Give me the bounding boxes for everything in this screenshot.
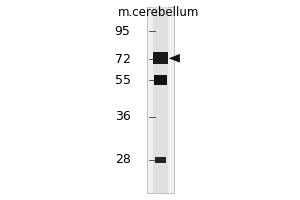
Bar: [153, 7, 168, 193]
Bar: [147, 7, 174, 193]
Polygon shape: [169, 54, 180, 63]
Text: 55: 55: [115, 74, 130, 87]
Text: 72: 72: [115, 53, 130, 66]
Text: 36: 36: [115, 110, 130, 123]
Text: 28: 28: [115, 153, 130, 166]
Bar: [154, 75, 167, 85]
Bar: [155, 157, 166, 163]
Bar: [153, 52, 168, 64]
Text: m.cerebellum: m.cerebellum: [118, 6, 200, 19]
Text: 95: 95: [115, 25, 130, 38]
